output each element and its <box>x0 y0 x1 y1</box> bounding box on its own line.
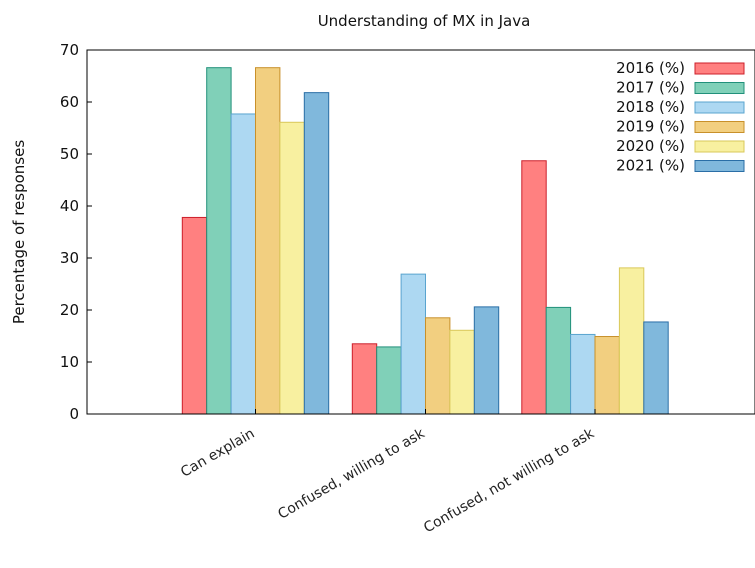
bar <box>230 113 257 415</box>
y-tick-label: 20 <box>60 301 79 319</box>
bar <box>376 346 402 415</box>
y-tick-label: 70 <box>60 41 79 59</box>
bar <box>643 321 669 415</box>
legend-swatch <box>694 101 745 114</box>
y-tick-label: 10 <box>60 353 79 371</box>
bar <box>279 121 305 415</box>
bar <box>255 67 281 415</box>
bar <box>570 333 596 415</box>
legend-label: 2017 (%) <box>616 79 685 97</box>
legend-swatch <box>694 121 745 133</box>
y-tick-label: 40 <box>60 197 79 215</box>
chart-title: Understanding of MX in Java <box>318 12 531 30</box>
bars <box>181 67 669 415</box>
y-tick-label: 50 <box>60 145 79 163</box>
legend-label: 2018 (%) <box>616 98 685 116</box>
bar <box>473 306 500 415</box>
y-tick-label: 60 <box>60 93 79 111</box>
category-labels: Can explain Confused, willing to askConfu… <box>178 409 598 536</box>
legend-swatch <box>694 62 745 75</box>
bar <box>303 92 330 415</box>
legend-swatch <box>694 82 745 94</box>
legend-swatch <box>694 160 745 172</box>
legend: 2016 (%) 2017 (%)2018 (%) 2019 (%)2020 (%)… <box>616 59 745 175</box>
y-axis-ticks: 0 10 20 30 40 50 60 70 <box>60 41 92 423</box>
bar <box>449 329 475 415</box>
bar <box>618 267 645 415</box>
legend-label: 2019 (%) <box>616 118 685 136</box>
y-tick-label: 0 <box>69 405 79 423</box>
bar <box>351 343 378 415</box>
legend-label: 2016 (%) <box>616 59 685 77</box>
plot-frame <box>86 49 755 415</box>
legend-label: 2021 (%) <box>616 157 685 175</box>
bar <box>545 306 572 415</box>
x-tick-label: Confused, willing to ask <box>275 425 428 523</box>
bar <box>594 336 620 415</box>
y-axis-label: Percentage of responses <box>10 140 28 325</box>
bar <box>206 67 232 415</box>
y-tick-label: 30 <box>60 249 79 267</box>
legend-swatch <box>694 140 745 153</box>
x-tick-label: Can explain <box>178 426 257 481</box>
bar <box>521 160 547 415</box>
bar <box>400 273 427 415</box>
bar <box>181 216 208 415</box>
x-tick-label: Confused, not willing to ask <box>421 425 598 536</box>
bar <box>425 317 451 415</box>
legend-label: 2020 (%) <box>616 137 685 155</box>
